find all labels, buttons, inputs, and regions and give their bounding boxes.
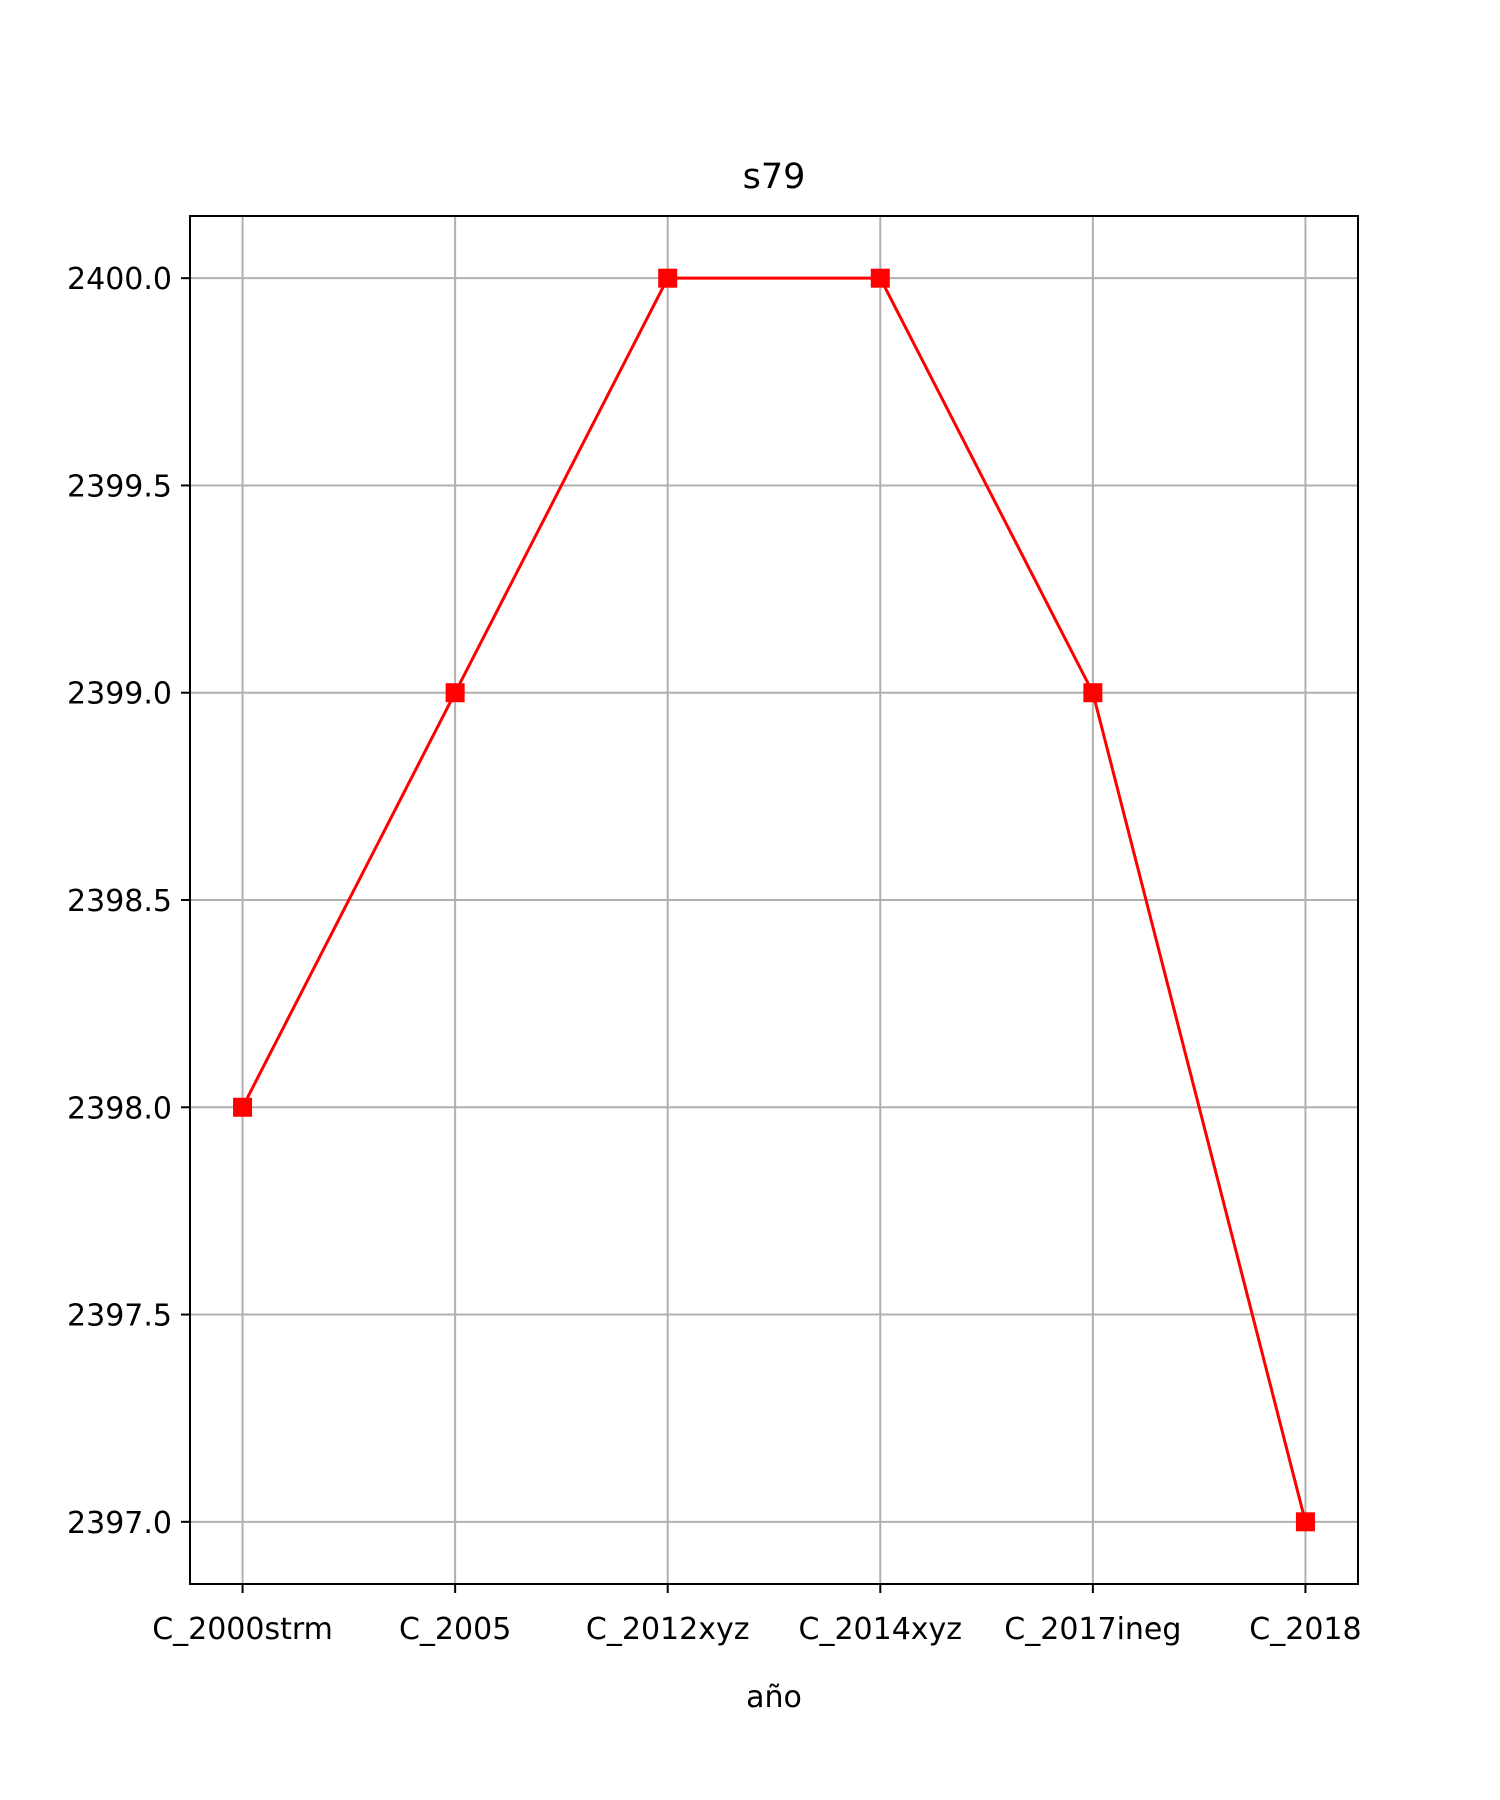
data-point-marker [658,268,678,288]
x-tick-label: C_2017ineg [1004,1612,1181,1647]
y-tick-label: 2398.0 [67,1091,172,1126]
data-point-marker [1083,683,1103,703]
series-line [241,276,1307,1523]
series-layer [233,268,1315,1532]
x-tick-label: C_2014xyz [799,1612,963,1647]
y-tick-label: 2397.5 [67,1299,172,1334]
data-point-marker [1295,1512,1315,1532]
ticks-layer: C_2000strm C_2005 C_2012xyz C_2014xyz C_2017… [67,262,1362,1647]
data-point-marker [870,268,890,288]
x-tick-label: C_2000strm [152,1612,333,1647]
y-tick-label: 2399.5 [67,469,172,504]
data-point-marker [445,683,465,703]
data-point-marker [233,1097,253,1117]
chart-title: s79 [743,157,806,197]
grid [190,216,1358,1584]
x-tick-label: C_2018 [1249,1612,1361,1647]
x-tick-label: C_2005 [399,1612,511,1647]
y-tick-label: 2399.0 [67,677,172,712]
x-axis-label: año [746,1680,802,1715]
y-tick-label: 2400.0 [67,262,172,297]
y-tick-label: 2398.5 [67,884,172,919]
y-tick-label: 2397.0 [67,1506,172,1541]
x-tick-label: C_2012xyz [586,1612,750,1647]
